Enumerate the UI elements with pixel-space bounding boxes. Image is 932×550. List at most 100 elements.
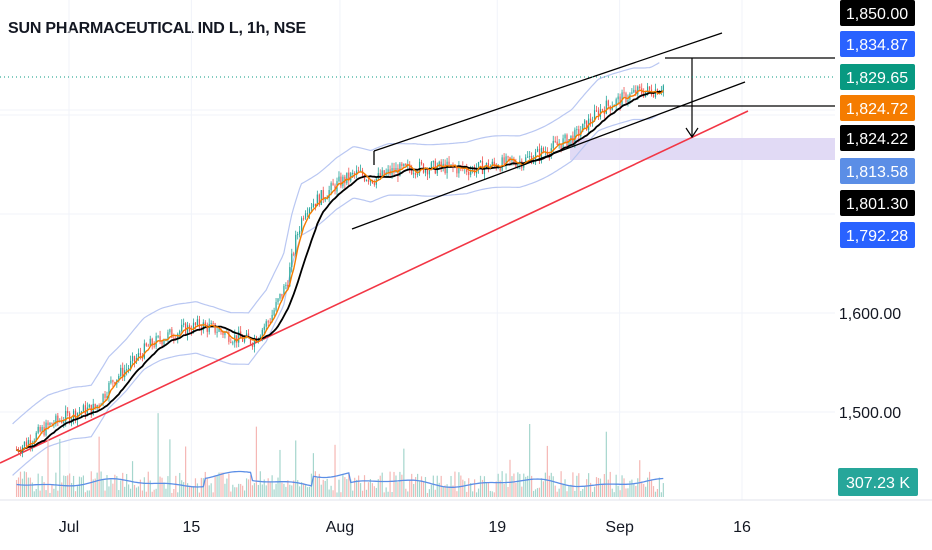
candle-body: [78, 412, 81, 414]
volume-bar: [116, 476, 118, 497]
volume-bar: [253, 483, 256, 497]
upper-band-line: [12, 62, 660, 425]
volume-bar: [495, 481, 497, 497]
candle-body: [279, 293, 281, 299]
candle-body: [647, 86, 649, 92]
candle-body: [383, 170, 385, 176]
candle-body: [192, 322, 195, 333]
candle-body: [387, 169, 389, 173]
candle-body: [106, 396, 108, 398]
candle-body: [120, 367, 122, 376]
candle-body: [74, 410, 77, 420]
volume-bar: [413, 483, 415, 497]
volume-bar: [613, 492, 615, 497]
volume-bar: [456, 491, 458, 497]
candle-body: [139, 353, 142, 356]
candle-body: [102, 393, 104, 404]
volume-bar: [584, 486, 586, 497]
candle-body: [648, 86, 651, 90]
price-label-badge: [840, 0, 915, 26]
volume-bar: [304, 484, 307, 497]
candle-body: [352, 172, 354, 174]
candle-body: [308, 208, 311, 214]
volume-bar: [251, 485, 254, 497]
volume-bar: [76, 485, 79, 497]
candle-body: [94, 403, 96, 409]
candle-body: [346, 172, 348, 184]
price-label-text: 1,813.58: [846, 164, 908, 181]
volume-bar: [458, 472, 460, 497]
candle-body: [265, 321, 267, 327]
volume-bar: [428, 489, 430, 497]
volume-bar: [611, 488, 613, 497]
price-label-badge: [840, 190, 915, 216]
volume-bar: [475, 492, 478, 497]
volume-bar: [69, 473, 71, 497]
candle-body: [497, 167, 499, 169]
candle-body: [31, 443, 33, 446]
candle-body: [35, 432, 37, 441]
volume-bar: [326, 478, 328, 497]
volume-bar: [578, 473, 580, 497]
volume-bar: [597, 477, 600, 497]
volume-bar: [641, 481, 643, 497]
candle-body: [249, 337, 252, 344]
x-tick-label: 19: [488, 519, 506, 536]
volume-bar: [57, 490, 59, 497]
candle-body: [118, 375, 120, 380]
candle-body: [173, 337, 175, 339]
volume-bar: [155, 488, 157, 497]
volume-bar: [267, 478, 269, 497]
candle-body: [29, 440, 31, 446]
volume-bar: [389, 471, 391, 497]
candle-body: [432, 160, 434, 163]
volume-bar: [359, 483, 362, 497]
volume-bar: [411, 473, 413, 497]
volume-bar: [265, 485, 267, 497]
volume-bar: [442, 486, 444, 497]
volume-bar: [141, 490, 143, 497]
volume-bar: [562, 483, 564, 497]
volume-bar: [531, 475, 533, 497]
volume-bar: [202, 478, 204, 497]
volume-bar: [485, 482, 488, 497]
candle-body: [552, 140, 554, 149]
volume-bar: [605, 431, 607, 497]
candle-body: [183, 323, 185, 325]
volume-bar: [159, 476, 161, 497]
volume-bar: [448, 487, 450, 497]
volume-bar: [621, 475, 623, 497]
candle-body: [293, 253, 295, 255]
candle-body: [444, 163, 446, 174]
candle-body: [190, 330, 193, 333]
volume-bar: [31, 482, 33, 497]
candle-body: [415, 173, 417, 175]
candle-body: [143, 343, 145, 359]
volume-ma-line: [16, 470, 664, 488]
candle-body: [330, 183, 332, 191]
candle-body: [381, 170, 383, 177]
candle-body: [236, 335, 238, 343]
volume-bar: [340, 492, 342, 497]
y-tick-label: 1,500.00: [839, 405, 901, 422]
volume-bar: [17, 477, 20, 497]
volume-bar: [346, 479, 348, 497]
volume-bar: [204, 471, 206, 497]
volume-bar: [173, 489, 175, 497]
volume-bar: [474, 479, 476, 497]
volume-bar: [135, 487, 138, 497]
candle-body: [171, 329, 173, 338]
volume-bar: [244, 490, 246, 497]
candle-body: [242, 337, 244, 342]
candle-body: [216, 331, 218, 333]
candle-body: [515, 164, 517, 168]
volume-bar: [108, 486, 110, 497]
volume-bar: [409, 480, 411, 497]
candle-body: [538, 148, 541, 159]
volume-bar: [145, 491, 147, 497]
volume-bar: [328, 489, 330, 497]
volume-bar: [568, 486, 570, 497]
candle-body: [137, 353, 140, 358]
volume-bar: [607, 479, 609, 497]
